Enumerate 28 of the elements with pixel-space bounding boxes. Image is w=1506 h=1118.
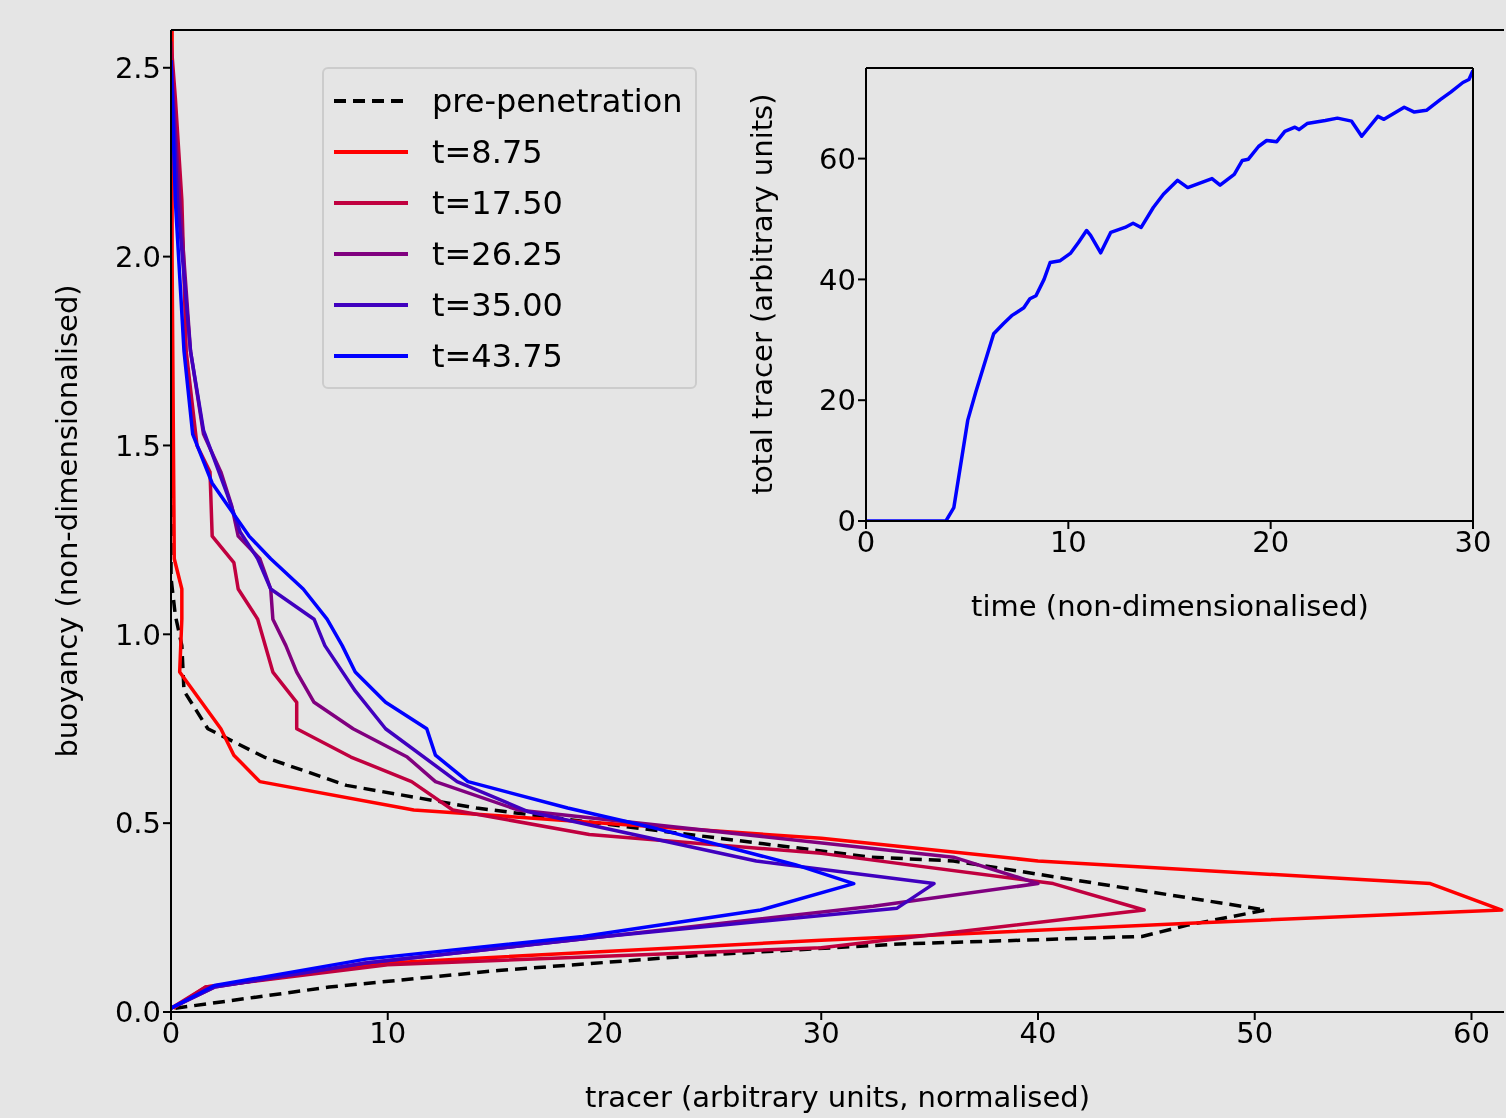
- legend-label: t=17.50: [432, 183, 563, 222]
- x-tick-label: 10: [1049, 524, 1087, 559]
- y-tick-label: 1.5: [114, 428, 161, 463]
- x-tick-label: 60: [1453, 1015, 1490, 1050]
- y-tick-label: 1.0: [114, 617, 161, 652]
- x-tick-label: 20: [1252, 524, 1290, 559]
- y-axis-title: buoyancy (non-dimensionalised): [49, 283, 84, 758]
- x-tick-label: 10: [369, 1015, 407, 1050]
- x-tick-label: 30: [1454, 524, 1492, 559]
- x-tick-label: 20: [586, 1015, 623, 1050]
- x-axis-title: time (non-dimensionalised): [971, 588, 1369, 623]
- y-tick-label: 0.0: [114, 995, 161, 1030]
- y-tick-label: 20: [819, 383, 856, 418]
- y-tick-label: 60: [819, 141, 856, 176]
- x-tick-label: 40: [1019, 1015, 1057, 1050]
- legend-label: t=35.00: [432, 285, 563, 324]
- y-axis-title: total tracer (arbitrary units): [744, 93, 779, 495]
- legend-label: pre-penetration: [432, 81, 683, 120]
- legend-label: t=26.25: [432, 234, 563, 273]
- x-tick-label: 50: [1236, 1015, 1274, 1050]
- x-axis-title: tracer (arbitrary units, normalised): [585, 1079, 1090, 1114]
- x-tick-label: 30: [802, 1015, 840, 1050]
- legend-label: t=43.75: [432, 336, 563, 375]
- y-tick-label: 2.5: [114, 51, 161, 86]
- y-tick-label: 0.5: [114, 806, 161, 841]
- y-tick-label: 2.0: [114, 239, 161, 274]
- legend-label: t=8.75: [432, 132, 543, 171]
- y-tick-label: 40: [819, 262, 856, 297]
